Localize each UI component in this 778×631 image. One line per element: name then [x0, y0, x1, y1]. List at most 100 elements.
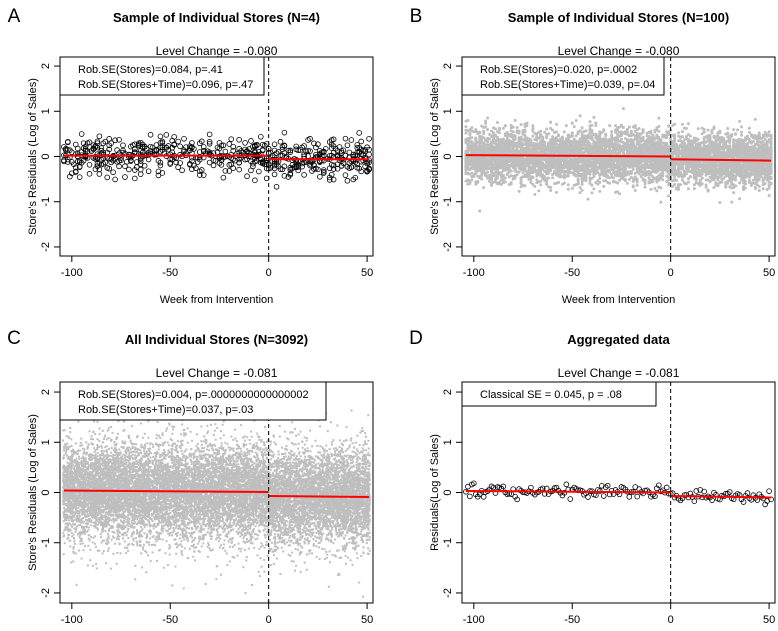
data-point — [576, 130, 580, 134]
data-point — [137, 153, 144, 160]
data-point — [482, 129, 486, 133]
data-point — [684, 135, 688, 139]
data-point — [478, 209, 482, 213]
data-point — [198, 138, 205, 145]
data-point — [570, 186, 574, 190]
data-point — [344, 177, 351, 184]
data-point — [761, 178, 765, 182]
data-point — [271, 141, 278, 148]
data-point — [598, 176, 602, 180]
data-point — [606, 169, 610, 173]
data-point — [187, 161, 193, 167]
data-point — [468, 128, 472, 132]
data-point — [537, 180, 541, 184]
data-point — [734, 178, 738, 182]
data-point — [128, 143, 134, 150]
data-point — [61, 158, 67, 165]
data-point — [226, 141, 233, 147]
data-point — [637, 126, 641, 130]
data-point — [551, 176, 555, 180]
data-point — [277, 166, 284, 172]
data-point — [657, 129, 661, 133]
data-point — [246, 146, 252, 152]
data-point — [328, 152, 335, 159]
data-point — [679, 143, 683, 147]
data-point — [588, 181, 592, 185]
y-tick-label: 1 — [40, 108, 52, 114]
y-tick-label: 2 — [40, 63, 52, 69]
legend-box — [59, 56, 265, 96]
data-point — [643, 178, 647, 182]
data-point — [545, 127, 549, 131]
data-point — [342, 172, 349, 178]
data-point — [218, 142, 225, 149]
data-point — [346, 149, 353, 156]
data-point — [684, 165, 688, 169]
data-point — [491, 131, 495, 135]
data-point — [513, 118, 517, 122]
data-point — [297, 147, 303, 153]
data-point — [509, 123, 513, 127]
data-point — [196, 168, 203, 175]
data-point — [311, 162, 317, 168]
data-point — [728, 185, 732, 189]
data-point — [301, 143, 307, 149]
data-point — [196, 172, 203, 178]
data-point — [86, 139, 93, 146]
data-point — [271, 165, 278, 172]
data-point — [680, 178, 684, 182]
data-point — [631, 180, 635, 184]
data-point — [200, 144, 207, 150]
data-point — [525, 121, 529, 125]
data-point — [568, 167, 572, 171]
data-point — [598, 189, 602, 193]
legend-entry: Rob.SE(Stores)=0.084, p=.41 — [78, 64, 223, 76]
data-point — [311, 166, 317, 172]
data-point — [206, 159, 213, 166]
data-point — [328, 145, 335, 151]
data-point — [334, 165, 341, 172]
data-point — [554, 122, 558, 126]
data-point — [132, 146, 138, 153]
data-point — [132, 167, 138, 173]
panel-letter: B — [410, 6, 423, 27]
data-point — [590, 129, 594, 133]
data-point — [704, 183, 708, 187]
legend: Rob.SE(Stores)=0.084, p=.41Rob.SE(Stores… — [59, 56, 265, 96]
data-point — [61, 144, 67, 150]
data-point — [738, 197, 742, 201]
data-point — [175, 164, 181, 171]
data-point — [171, 134, 177, 140]
data-point — [742, 149, 746, 153]
data-point — [755, 183, 759, 187]
data-point — [236, 136, 242, 143]
data-point — [464, 125, 468, 129]
data-point — [157, 133, 164, 140]
data-point — [680, 122, 684, 126]
data-point — [80, 145, 87, 151]
panel-a: A Sample of Individual Stores (N=4)Level … — [8, 6, 374, 306]
data-point — [287, 147, 294, 154]
data-point — [228, 161, 235, 168]
data-point — [358, 168, 364, 175]
data-point — [491, 126, 495, 130]
data-point — [501, 126, 505, 130]
data-point — [712, 178, 716, 182]
data-point — [181, 147, 187, 153]
data-point — [686, 180, 690, 184]
data-point — [287, 149, 294, 155]
data-point — [704, 135, 708, 139]
data-point — [67, 173, 73, 180]
x-tick-label: -50 — [162, 267, 178, 279]
data-point — [271, 162, 278, 169]
data-points — [464, 107, 773, 213]
data-point — [354, 142, 361, 148]
data-point — [252, 143, 258, 150]
data-point — [189, 158, 195, 164]
data-point — [708, 180, 712, 184]
data-point — [580, 182, 584, 186]
x-tick-label: 0 — [266, 267, 272, 279]
data-point — [728, 160, 732, 164]
panel-b: B Sample of Individual Stores (N=100)Leve… — [410, 6, 776, 306]
data-point — [65, 138, 71, 145]
